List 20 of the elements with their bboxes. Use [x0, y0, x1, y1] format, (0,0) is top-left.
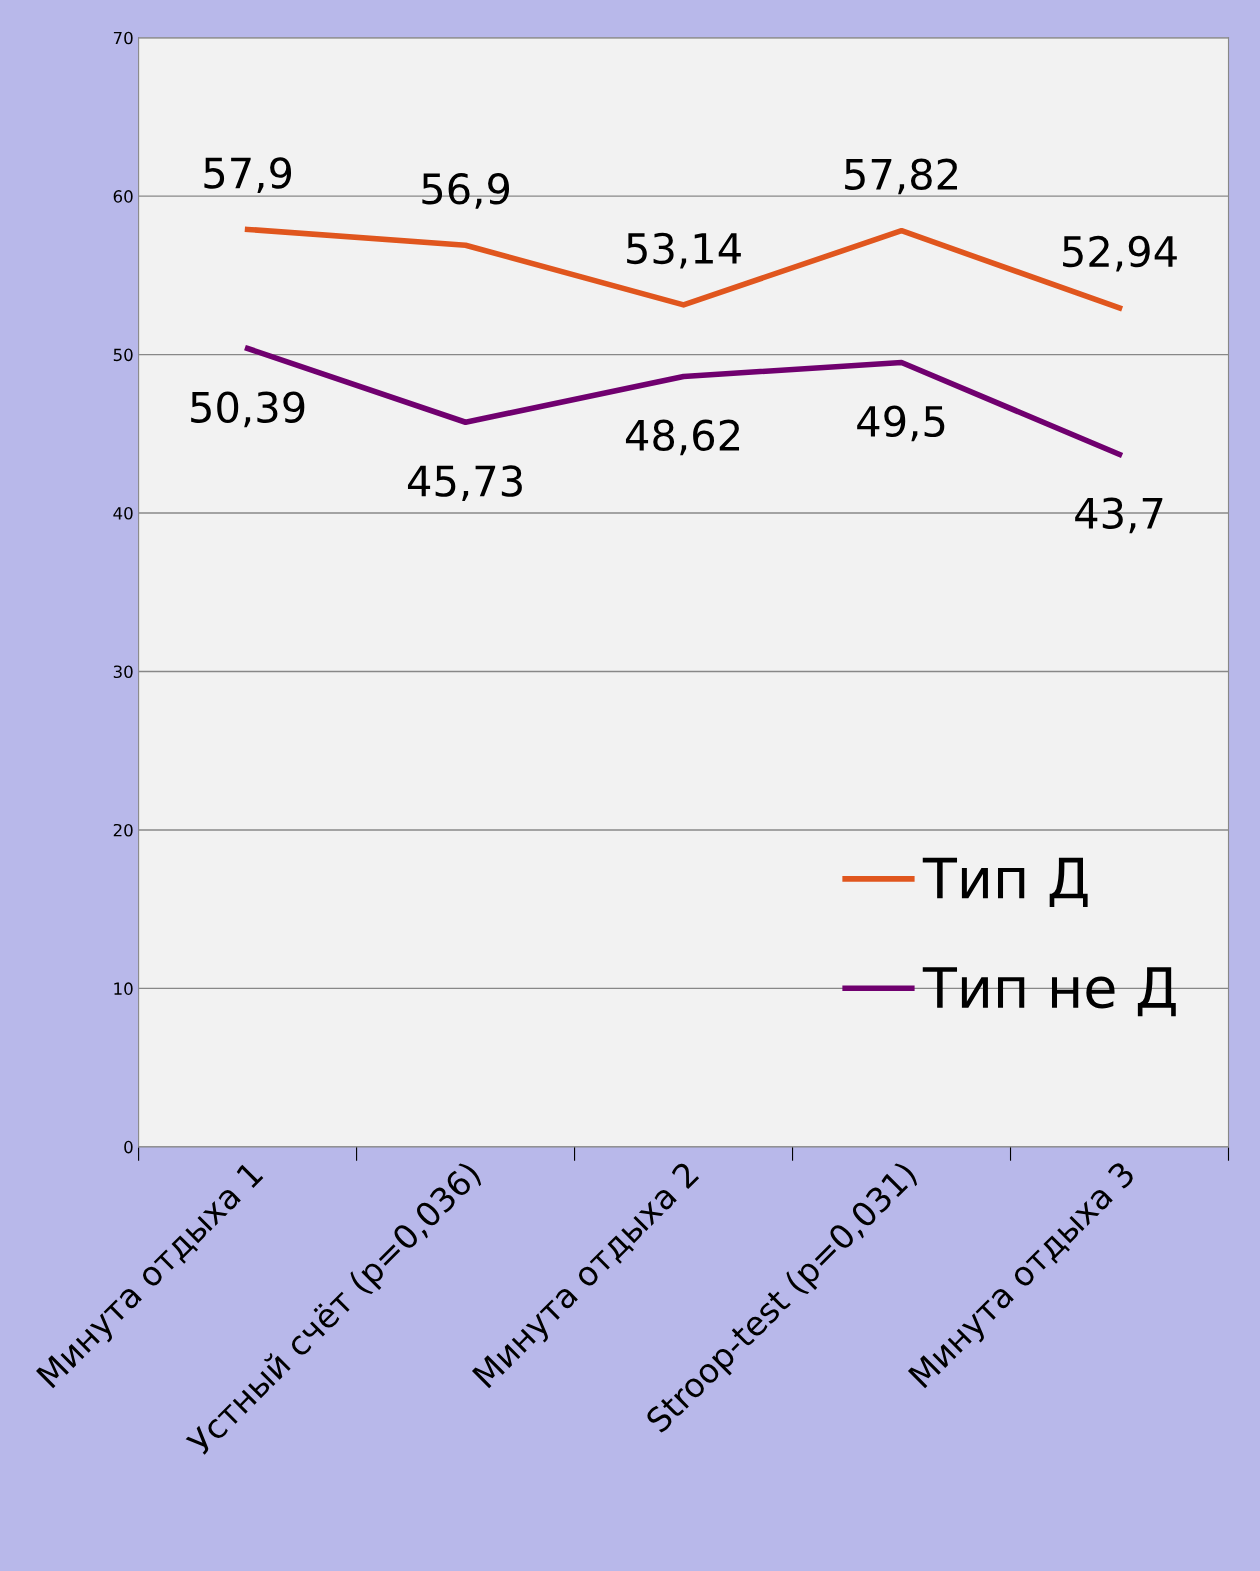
legend-label: Тип не Д [922, 967, 1176, 1017]
data-label: 49,5 [857, 405, 945, 442]
data-label: 48,62 [625, 419, 740, 456]
y-tick-label: 30 [113, 665, 133, 679]
y-tick-label: 40 [113, 507, 133, 520]
y-tick-label: 70 [113, 31, 133, 45]
data-label: 57,82 [845, 158, 957, 195]
y-tick-label: 60 [113, 190, 133, 203]
data-label: 57,9 [204, 157, 292, 193]
y-tick-label: 50 [113, 348, 133, 362]
data-label: 50,39 [191, 391, 305, 428]
data-label: 45,73 [407, 465, 522, 502]
data-label: 56,9 [422, 173, 510, 209]
y-tick-label: 0 [124, 1140, 133, 1154]
data-label: 52,94 [1063, 235, 1177, 272]
data-label: 43,7 [1075, 497, 1163, 534]
y-tick-label: 10 [114, 982, 133, 995]
legend-label: Тип Д [922, 857, 1088, 908]
data-label: 53,14 [627, 232, 741, 269]
y-tick-label: 20 [113, 823, 133, 837]
